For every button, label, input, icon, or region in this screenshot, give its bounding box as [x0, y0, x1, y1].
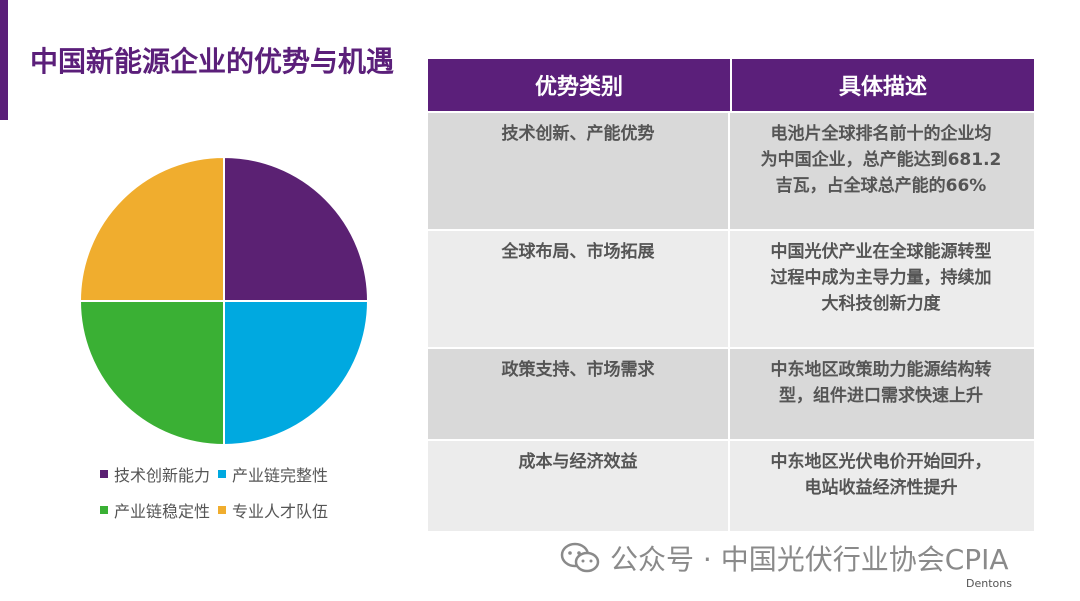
legend-item-chain-completeness: 产业链完整性 — [218, 462, 328, 486]
row-description: 中国光伏产业在全球能源转型 过程中成为主导力量，持续加 大科技创新力度 — [770, 242, 992, 314]
header-category: 优势类别 — [428, 59, 732, 111]
row-description: 电池片全球排名前十的企业均 为中国企业，总产能达到681.2 吉瓦，占全球总产能… — [760, 124, 1002, 196]
pie-slice-1 — [223, 155, 370, 302]
row-category: 技术创新、产能优势 — [428, 113, 730, 229]
legend-label: 产业链完整性 — [232, 466, 329, 485]
legend-label: 产业链稳定性 — [114, 502, 211, 521]
row-category: 政策支持、市场需求 — [428, 349, 730, 439]
legend-swatch — [100, 506, 108, 514]
footer-brand: Dentons — [966, 577, 1012, 590]
watermark: 公众号 · 中国光伏行业协会CPIA — [560, 538, 1009, 578]
legend-item-chain-stability: 产业链稳定性 — [100, 498, 210, 522]
row-category: 成本与经济效益 — [428, 441, 730, 531]
legend-item-tech: 技术创新能力 — [100, 462, 210, 486]
table-row: 成本与经济效益 中东地区光伏电价开始回升， 电站收益经济性提升 — [428, 439, 1034, 531]
row-category: 全球布局、市场拓展 — [428, 231, 730, 347]
wechat-icon — [560, 542, 600, 573]
legend-label: 技术创新能力 — [114, 466, 211, 485]
table-header: 优势类别 具体描述 — [428, 59, 1034, 111]
row-description: 中东地区政策助力能源结构转 型，组件进口需求快速上升 — [770, 360, 992, 406]
pie-svg — [78, 155, 370, 447]
advantages-table: 优势类别 具体描述 技术创新、产能优势 电池片全球排名前十的企业均 为中国企业，… — [428, 59, 1034, 531]
pie-slice-4 — [78, 155, 225, 302]
header-description: 具体描述 — [838, 75, 927, 100]
table-row: 政策支持、市场需求 中东地区政策助力能源结构转 型，组件进口需求快速上升 — [428, 347, 1034, 439]
table-row: 技术创新、产能优势 电池片全球排名前十的企业均 为中国企业，总产能达到681.2… — [428, 111, 1034, 229]
legend-label: 专业人才队伍 — [232, 502, 329, 521]
legend-item-talent: 专业人才队伍 — [218, 498, 328, 522]
slide-title: 中国新能源企业的优势与机遇 — [30, 45, 395, 78]
row-description: 中东地区光伏电价开始回升， 电站收益经济性提升 — [770, 452, 992, 498]
chart-legend: 技术创新能力 产业链完整性 产业链稳定性 专业人才队伍 — [100, 462, 328, 534]
table-row: 全球布局、市场拓展 中国光伏产业在全球能源转型 过程中成为主导力量，持续加 大科… — [428, 229, 1034, 347]
pie-chart — [78, 155, 370, 447]
pie-slice-3 — [78, 300, 225, 447]
accent-bar — [0, 0, 8, 120]
watermark-text: 公众号 · 中国光伏行业协会CPIA — [610, 543, 1009, 576]
legend-swatch — [218, 470, 227, 478]
pie-slice-2 — [223, 300, 370, 447]
legend-swatch — [100, 470, 108, 478]
legend-swatch — [218, 506, 227, 514]
